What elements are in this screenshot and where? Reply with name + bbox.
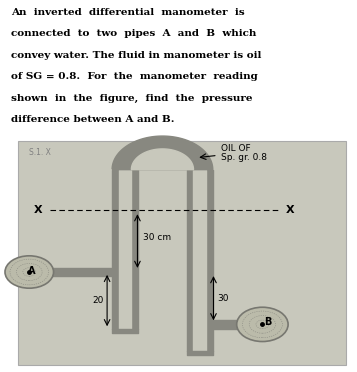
FancyBboxPatch shape bbox=[18, 141, 346, 365]
Text: Sp. gr. 0.8: Sp. gr. 0.8 bbox=[221, 153, 267, 162]
Text: 30 cm: 30 cm bbox=[143, 233, 171, 242]
Text: 30: 30 bbox=[218, 294, 229, 303]
Text: shown  in  the  figure,  find  the  pressure: shown in the figure, find the pressure bbox=[11, 93, 252, 103]
Text: OIL OF: OIL OF bbox=[221, 144, 251, 153]
Circle shape bbox=[237, 307, 288, 341]
Text: 20: 20 bbox=[92, 296, 104, 305]
Text: A: A bbox=[28, 266, 36, 276]
Polygon shape bbox=[131, 149, 193, 170]
Text: difference between A and B.: difference between A and B. bbox=[11, 115, 174, 124]
Text: convey water. The fluid in manometer is oil: convey water. The fluid in manometer is … bbox=[11, 51, 261, 60]
Text: X: X bbox=[286, 205, 294, 215]
Polygon shape bbox=[112, 136, 213, 170]
Circle shape bbox=[5, 256, 54, 288]
Text: of SG = 0.8.  For  the  manometer  reading: of SG = 0.8. For the manometer reading bbox=[11, 72, 257, 81]
Text: X: X bbox=[34, 205, 43, 215]
Text: B: B bbox=[264, 317, 271, 327]
Text: connected  to  two  pipes  A  and  B  which: connected to two pipes A and B which bbox=[11, 29, 256, 38]
Text: S.1. X: S.1. X bbox=[29, 148, 50, 157]
Text: An  inverted  differential  manometer  is: An inverted differential manometer is bbox=[11, 7, 244, 17]
